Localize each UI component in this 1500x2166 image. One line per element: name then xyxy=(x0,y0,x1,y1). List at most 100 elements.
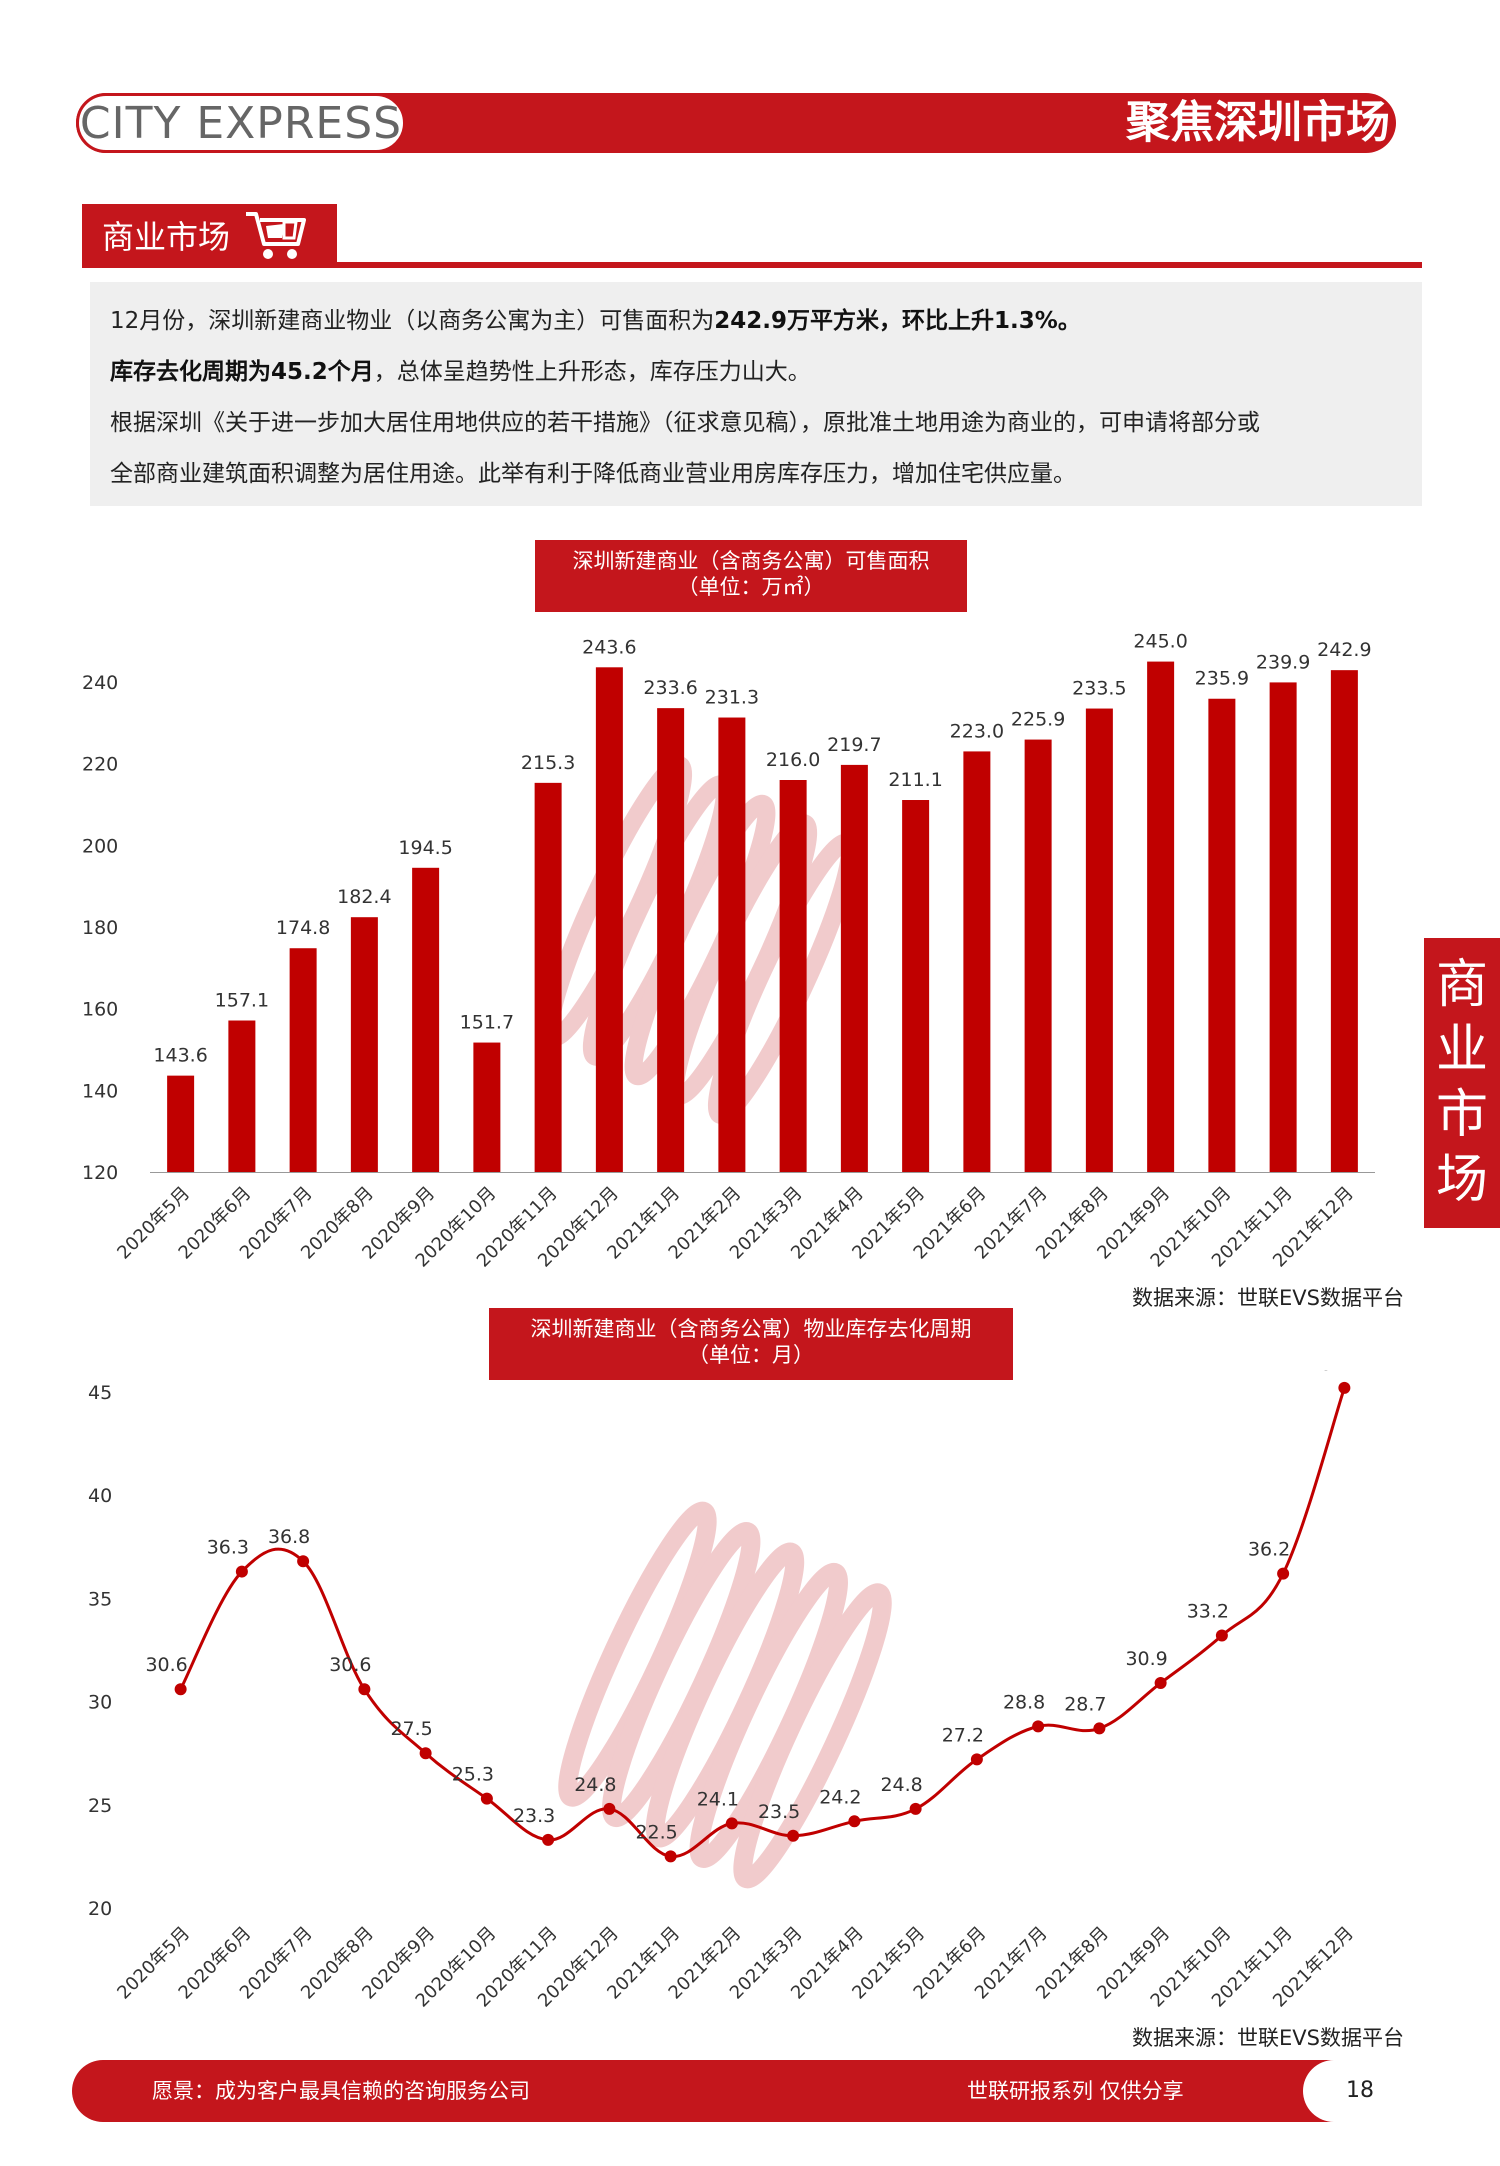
bar xyxy=(1330,670,1358,1172)
data-label: 28.7 xyxy=(1064,1693,1106,1715)
y-tick-label: 20 xyxy=(88,1898,112,1920)
data-point xyxy=(848,1815,861,1828)
data-label: 239.9 xyxy=(1256,651,1310,673)
data-point xyxy=(480,1792,493,1805)
data-point xyxy=(1215,1629,1228,1642)
page-header-title: 聚焦深圳市场 xyxy=(1126,97,1390,148)
intro-line-2: 库存去化周期为45.2个月，总体呈趋势性上升形态，库存压力山大。 xyxy=(110,359,811,385)
data-point xyxy=(603,1802,616,1815)
data-label: 36.8 xyxy=(268,1526,310,1548)
bar xyxy=(1085,708,1113,1172)
data-point xyxy=(1154,1677,1167,1690)
data-label: 143.6 xyxy=(153,1045,207,1067)
intro-box: 12月份，深圳新建商业物业（以商务公寓为主）可售面积为242.9万平方米，环比上… xyxy=(90,282,1422,506)
data-point xyxy=(970,1753,983,1766)
data-point xyxy=(664,1850,677,1863)
y-tick-label: 40 xyxy=(88,1485,112,1507)
shopping-cart-icon xyxy=(246,212,307,259)
data-point xyxy=(358,1683,371,1696)
data-label: 36.3 xyxy=(207,1537,249,1559)
bar xyxy=(963,751,991,1172)
data-label: 242.9 xyxy=(1317,639,1371,661)
data-label: 235.9 xyxy=(1195,668,1249,690)
data-label: 28.8 xyxy=(1003,1691,1045,1713)
side-category-tab: 商 业 市 场 xyxy=(1424,938,1500,1228)
data-label: 27.5 xyxy=(390,1718,432,1740)
bar-chart: 120140160180200220240143.62020年5月157.120… xyxy=(82,631,1375,1272)
data-label: 23.5 xyxy=(758,1801,800,1823)
watermark-stroke xyxy=(624,794,776,1086)
data-point xyxy=(1093,1722,1106,1735)
data-point xyxy=(419,1747,432,1760)
line-chart-title: 深圳新建商业（含商务公寓）物业库存去化周期 （单位：月） xyxy=(489,1308,1013,1380)
bar xyxy=(228,1020,256,1172)
data-point xyxy=(542,1833,555,1846)
page-number: 18 xyxy=(1303,2060,1417,2122)
y-tick-label: 200 xyxy=(82,835,118,857)
data-label: 157.1 xyxy=(215,990,269,1012)
data-label: 36.2 xyxy=(1248,1539,1290,1561)
data-label: 233.6 xyxy=(643,677,697,699)
footer-bar: 愿景：成为客户最具信赖的咨询服务公司 世联研报系列 仅供分享 18 xyxy=(72,2060,1417,2122)
bar xyxy=(1024,739,1052,1172)
data-label: 216.0 xyxy=(766,749,820,771)
data-label: 30.6 xyxy=(329,1654,371,1676)
data-label: 23.3 xyxy=(513,1805,555,1827)
data-label: 223.0 xyxy=(950,720,1004,742)
line-chart-source: 数据来源：世联EVS数据平台 xyxy=(1132,2026,1404,2050)
y-tick-label: 240 xyxy=(82,672,118,694)
y-tick-label: 140 xyxy=(82,1080,118,1102)
bar xyxy=(412,867,440,1172)
bar xyxy=(350,917,378,1172)
data-label: 25.3 xyxy=(452,1764,494,1786)
bar-chart-title: 深圳新建商业（含商务公寓）可售面积 （单位：万㎡） xyxy=(535,540,967,612)
bar xyxy=(595,667,623,1172)
bar xyxy=(1208,698,1236,1172)
data-label: 24.8 xyxy=(574,1774,616,1796)
data-label: 215.3 xyxy=(521,752,575,774)
data-label: 45.2 xyxy=(1309,1370,1351,1375)
intro-line-1: 12月份，深圳新建商业物业（以商务公寓为主）可售面积为242.9万平方米，环比上… xyxy=(110,308,1081,334)
data-point xyxy=(297,1555,310,1568)
city-express-logo: CITY EXPRESS xyxy=(76,93,406,153)
watermark-stroke xyxy=(689,1562,849,1868)
series-line xyxy=(179,1387,1346,1858)
y-tick-label: 30 xyxy=(88,1692,112,1714)
bar xyxy=(840,764,868,1172)
data-point xyxy=(235,1565,248,1578)
data-label: 219.7 xyxy=(827,734,881,756)
bar-chart-source: 数据来源：世联EVS数据平台 xyxy=(1132,1286,1404,1310)
bar xyxy=(1269,682,1297,1172)
bar xyxy=(1147,661,1175,1172)
data-label: 30.9 xyxy=(1125,1648,1167,1670)
y-tick-label: 25 xyxy=(88,1795,112,1817)
footer-vision: 愿景：成为客户最具信赖的咨询服务公司 xyxy=(152,2079,530,2103)
y-tick-label: 45 xyxy=(88,1382,112,1404)
watermark-stroke xyxy=(558,1501,717,1807)
data-label: 22.5 xyxy=(635,1821,677,1843)
bar xyxy=(167,1075,195,1172)
data-label: 27.2 xyxy=(942,1724,984,1746)
watermark-logo xyxy=(558,1501,892,1889)
intro-line-3: 根据深圳《关于进一步加大居住用地供应的若干措施》（征求意见稿），原批准土地用途为… xyxy=(110,410,1260,436)
data-point xyxy=(787,1829,800,1842)
data-label: 24.1 xyxy=(697,1788,739,1810)
bar xyxy=(657,708,685,1172)
section-title: 商业市场 xyxy=(102,218,231,256)
data-label: 225.9 xyxy=(1011,709,1065,731)
intro-line-4: 全部商业建筑面积调整为居住用途。此举有利于降低商业营业用房库存压力，增加住宅供应… xyxy=(110,461,1076,487)
data-label: 233.5 xyxy=(1072,678,1126,700)
data-label: 231.3 xyxy=(705,687,759,709)
data-point xyxy=(909,1802,922,1815)
section-underline xyxy=(82,262,1422,268)
data-label: 243.6 xyxy=(582,636,636,658)
line-chart: 20253035404530.62020年5月36.32020年6月36.820… xyxy=(88,1370,1358,2012)
data-point xyxy=(725,1817,738,1830)
data-label: 30.6 xyxy=(145,1654,187,1676)
data-label: 182.4 xyxy=(337,886,391,908)
bar xyxy=(534,782,562,1172)
y-tick-label: 180 xyxy=(82,917,118,939)
watermark-stroke xyxy=(733,1583,892,1889)
bar xyxy=(289,948,317,1172)
watermark-logo xyxy=(541,755,859,1125)
